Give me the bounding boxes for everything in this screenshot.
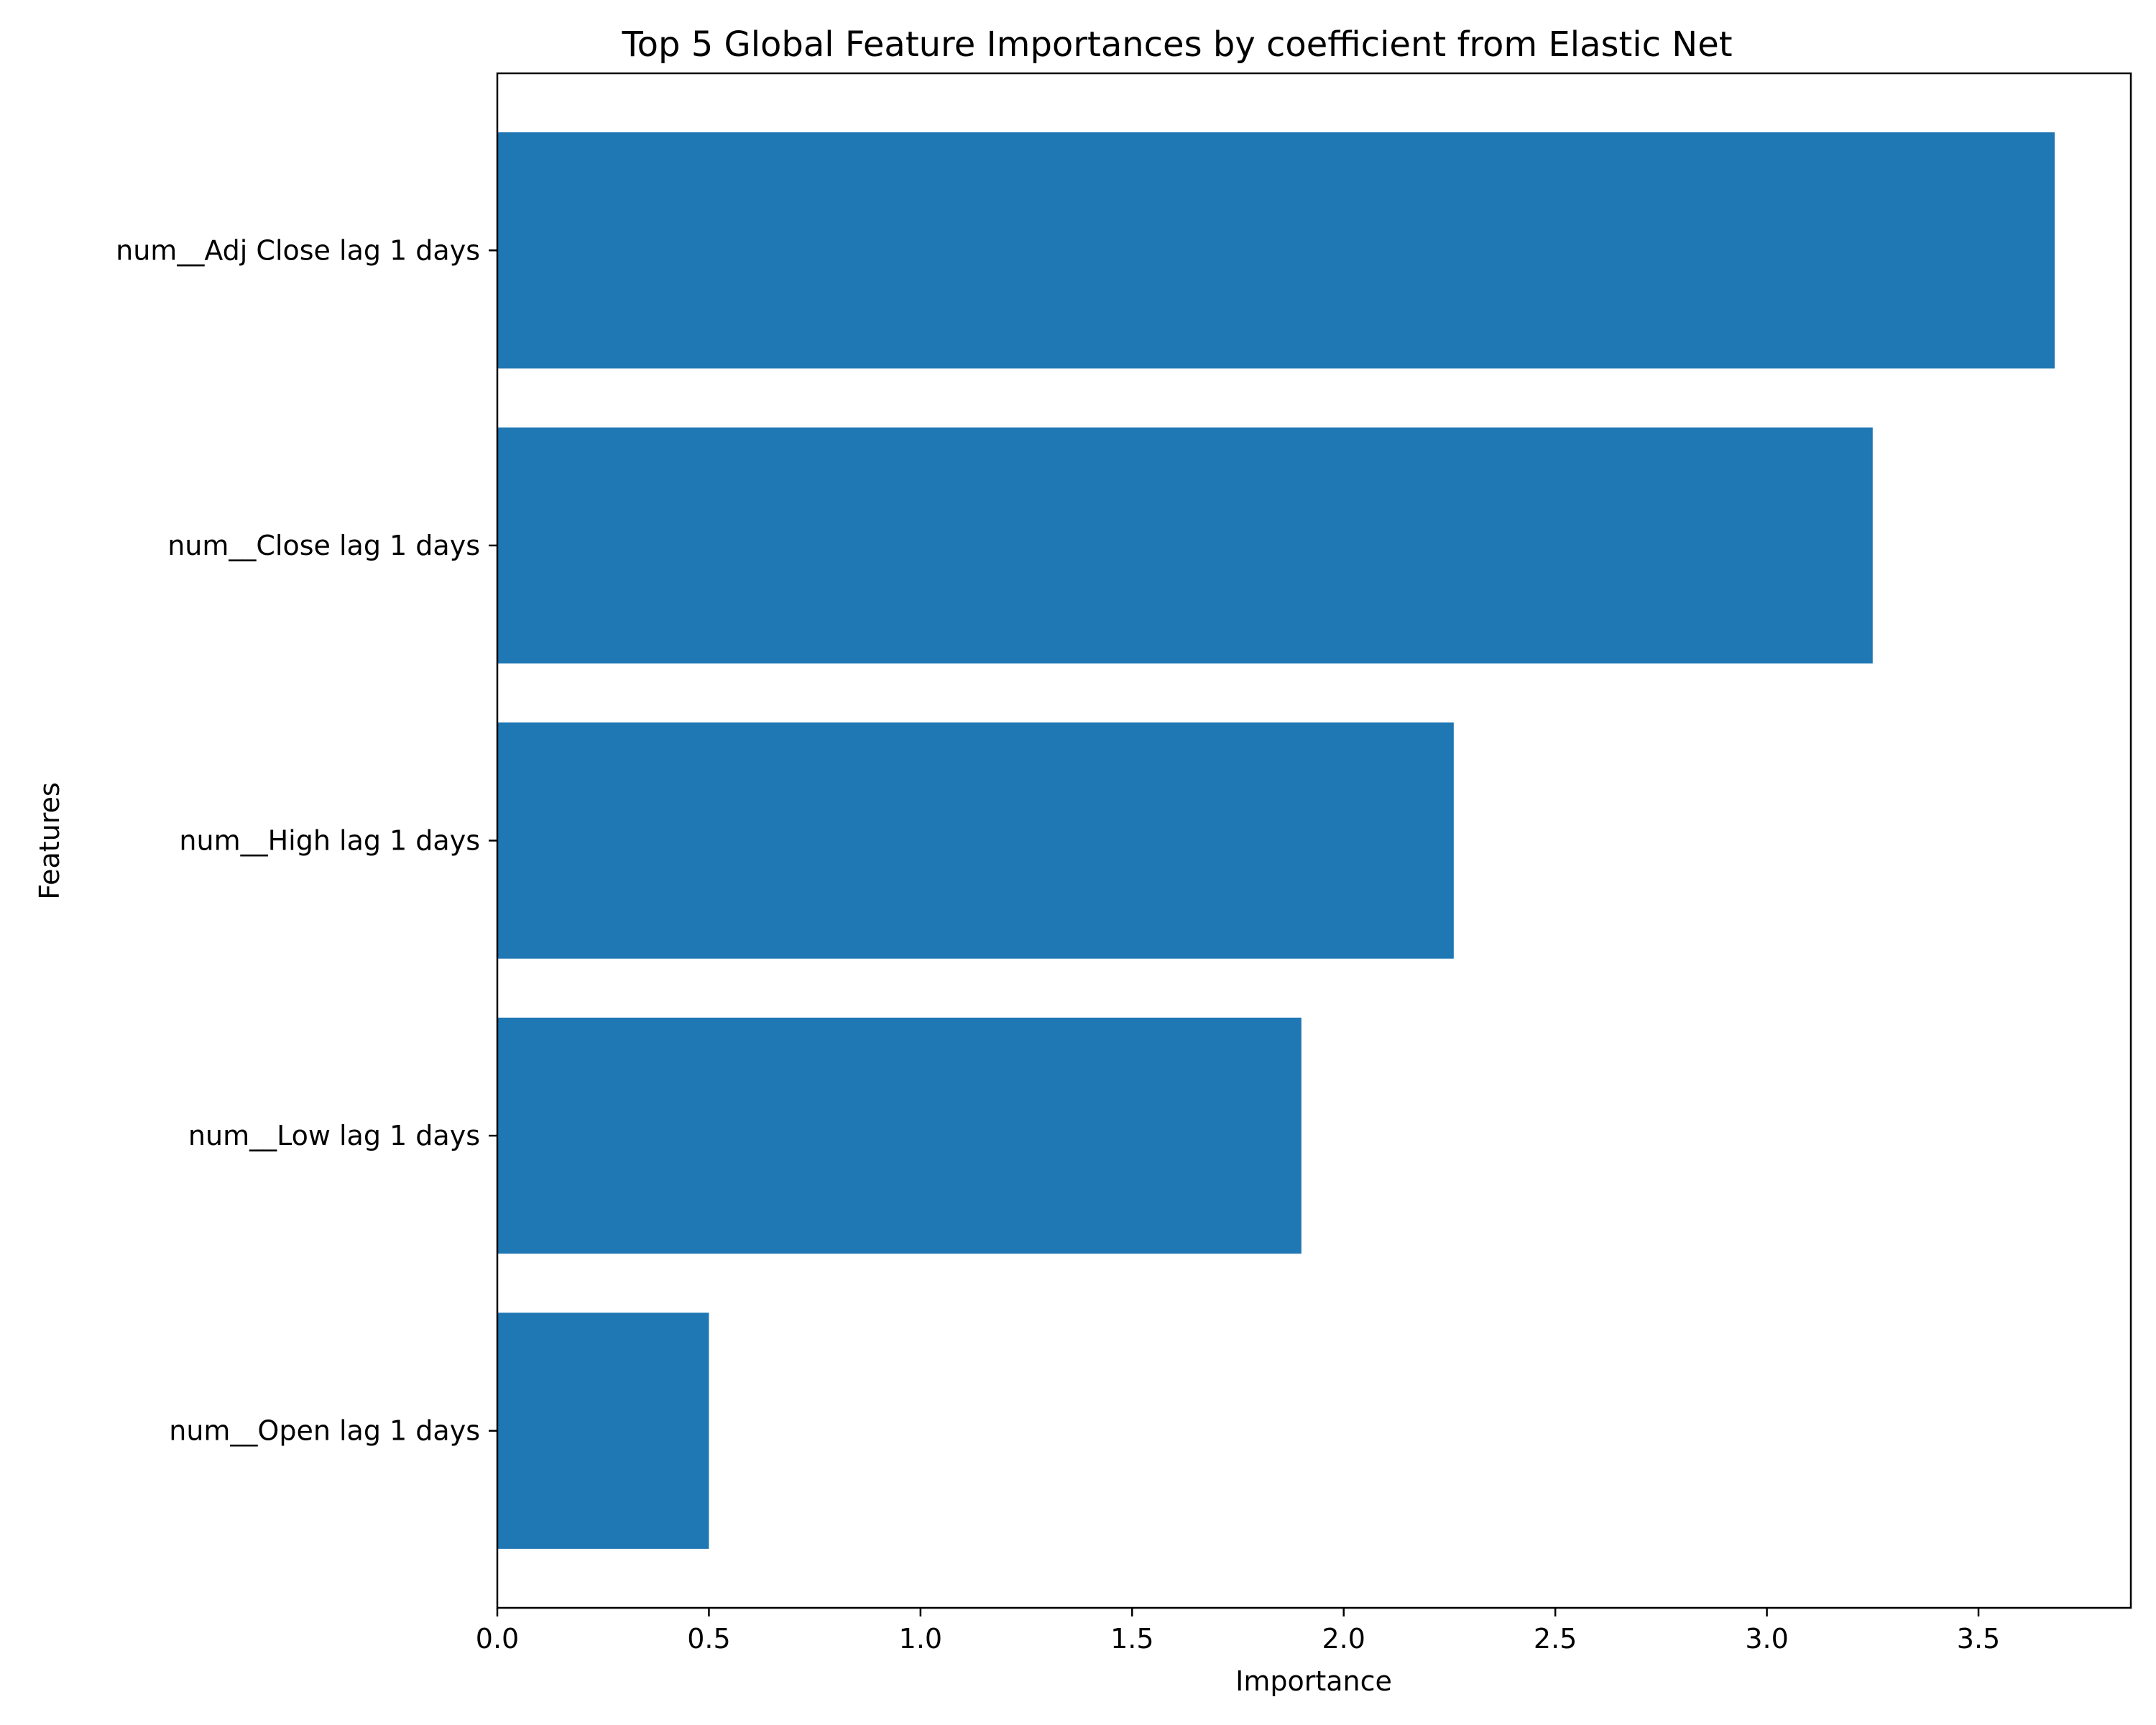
bar [497,1312,709,1549]
x-axis-label: Importance [1235,1665,1392,1697]
chart-title: Top 5 Global Feature Importances by coef… [621,24,1732,65]
y-axis-ticks: num__Adj Close lag 1 days num__Close lag … [116,234,497,1447]
y-tick-label: num__Open lag 1 days [169,1415,480,1447]
x-tick-label: 2.5 [1534,1623,1577,1655]
bar [497,1017,1302,1254]
y-tick-label: num__Close lag 1 days [167,530,480,561]
x-tick-label: 0.0 [476,1623,519,1655]
x-tick-label: 1.5 [1110,1623,1153,1655]
bars-layer [497,132,2055,1549]
x-tick-label: 3.0 [1745,1623,1788,1655]
bar [497,427,1873,664]
bar [497,132,2055,369]
y-tick-label: num__Low lag 1 days [188,1120,480,1151]
plot-area-frame [496,72,2132,1609]
bar [497,722,1454,959]
x-tick-label: 1.0 [899,1623,942,1655]
x-tick-label: 3.5 [1957,1623,2000,1655]
x-tick-label: 0.5 [687,1623,730,1655]
y-tick-label: num__Adj Close lag 1 days [116,234,480,266]
y-axis-label: Features [34,782,65,899]
x-axis-ticks: 0.0 0.5 1.0 1.5 2.0 2.5 3.0 3.5 [476,1608,2000,1655]
x-tick-label: 2.0 [1322,1623,1365,1655]
y-tick-label: num__High lag 1 days [179,825,480,857]
